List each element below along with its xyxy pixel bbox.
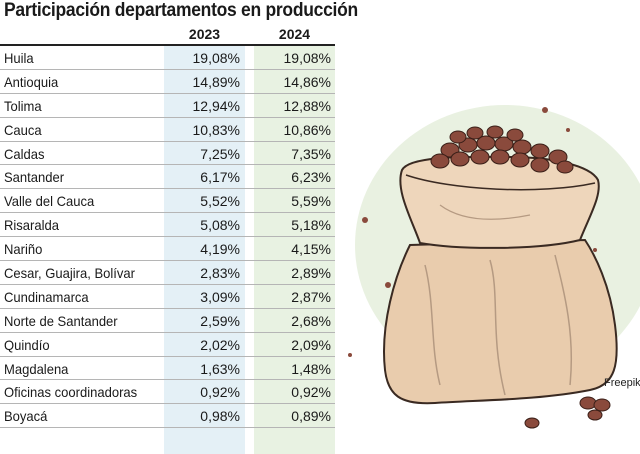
header-2024: 2024 xyxy=(278,26,311,42)
department-name: Nariño xyxy=(4,241,43,258)
table-row: Norte de Santander 2,59% 2,68% xyxy=(0,309,335,333)
value-2023: 7,25% xyxy=(200,145,240,162)
value-2023: 2,02% xyxy=(200,336,240,353)
value-2023: 19,08% xyxy=(192,50,240,66)
department-name: Magdalena xyxy=(4,360,69,377)
value-2024: 7,35% xyxy=(291,145,331,162)
department-name: Boyacá xyxy=(4,408,48,425)
department-name: Santander xyxy=(4,169,65,186)
table-body: Huila 19,08% 19,08% Antioquia 14,89% 14,86% To… xyxy=(0,46,335,429)
department-name: Cundinamarca xyxy=(4,288,89,305)
department-name: Oficinas coordinadoras xyxy=(4,384,138,401)
coffee-sack-icon xyxy=(348,105,640,429)
table-row: Santander 6,17% 6,23% xyxy=(0,165,335,190)
table-row: Quindío 2,02% 2,09% xyxy=(0,333,335,357)
table-row: Nariño 4,19% 4,15% xyxy=(0,237,335,262)
header-divider xyxy=(0,44,335,46)
value-2023: 14,89% xyxy=(192,73,240,90)
table-row: Valle del Cauca 5,52% 5,59% xyxy=(0,189,335,214)
value-2024: 10,86% xyxy=(283,121,331,138)
table-row: Huila 19,08% 19,08% xyxy=(0,46,335,70)
table-row: Cauca 10,83% 10,86% xyxy=(0,118,335,142)
table-row: Oficinas coordinadoras 0,92% 0,92% xyxy=(0,380,335,405)
value-2024: 2,89% xyxy=(291,265,331,282)
coffee-sack-illustration xyxy=(340,95,640,436)
value-2024: 0,92% xyxy=(291,384,331,401)
value-2023: 5,52% xyxy=(200,193,240,210)
table-header: 2023 2024 xyxy=(0,24,335,44)
image-credit: Freepik xyxy=(604,377,640,389)
value-2023: 2,59% xyxy=(200,312,240,329)
value-2024: 2,09% xyxy=(291,336,331,353)
table-row: Magdalena 1,63% 1,48% xyxy=(0,357,335,381)
value-2023: 12,94% xyxy=(192,97,240,114)
value-2023: 5,08% xyxy=(200,217,240,234)
table-row: Risaralda 5,08% 5,18% xyxy=(0,213,335,238)
table-row: Cundinamarca 3,09% 2,87% xyxy=(0,285,335,309)
value-2024: 14,86% xyxy=(283,73,331,90)
value-2023: 3,09% xyxy=(200,288,240,305)
value-2024: 5,18% xyxy=(291,217,331,234)
value-2024: 0,89% xyxy=(291,408,331,425)
header-2023: 2023 xyxy=(188,26,221,42)
department-name: Antioquia xyxy=(4,73,59,90)
department-name: Quindío xyxy=(4,336,50,353)
value-2023: 10,83% xyxy=(192,121,240,138)
value-2024: 4,15% xyxy=(291,241,331,258)
value-2023: 6,17% xyxy=(200,169,240,186)
value-2024: 2,87% xyxy=(291,288,331,305)
column-2023-background xyxy=(164,44,245,454)
value-2024: 19,08% xyxy=(283,50,331,66)
value-2023: 1,63% xyxy=(200,360,240,377)
value-2024: 12,88% xyxy=(283,97,331,114)
table-row: Caldas 7,25% 7,35% xyxy=(0,142,335,166)
table-row: Cesar, Guajira, Bolívar 2,83% 2,89% xyxy=(0,261,335,285)
department-name: Caldas xyxy=(4,145,45,162)
value-2024: 2,68% xyxy=(291,312,331,329)
value-2023: 4,19% xyxy=(200,241,240,258)
department-name: Cesar, Guajira, Bolívar xyxy=(4,265,135,282)
value-2024: 6,23% xyxy=(291,169,331,186)
column-2024-background xyxy=(254,44,335,454)
table-row: Tolima 12,94% 12,88% xyxy=(0,94,335,118)
value-2023: 0,92% xyxy=(200,384,240,401)
value-2023: 2,83% xyxy=(200,265,240,282)
table-row: Boyacá 0,98% 0,89% xyxy=(0,404,335,429)
table-row: Antioquia 14,89% 14,86% xyxy=(0,70,335,94)
value-2024: 1,48% xyxy=(291,360,331,377)
page-title: Participación departamentos en producció… xyxy=(4,0,358,21)
value-2023: 0,98% xyxy=(200,408,240,425)
department-name: Valle del Cauca xyxy=(4,193,95,210)
value-2024: 5,59% xyxy=(291,193,331,210)
department-name: Huila xyxy=(4,50,34,66)
department-name: Risaralda xyxy=(4,217,60,234)
department-name: Norte de Santander xyxy=(4,312,118,329)
department-name: Tolima xyxy=(4,97,42,114)
department-name: Cauca xyxy=(4,121,42,138)
